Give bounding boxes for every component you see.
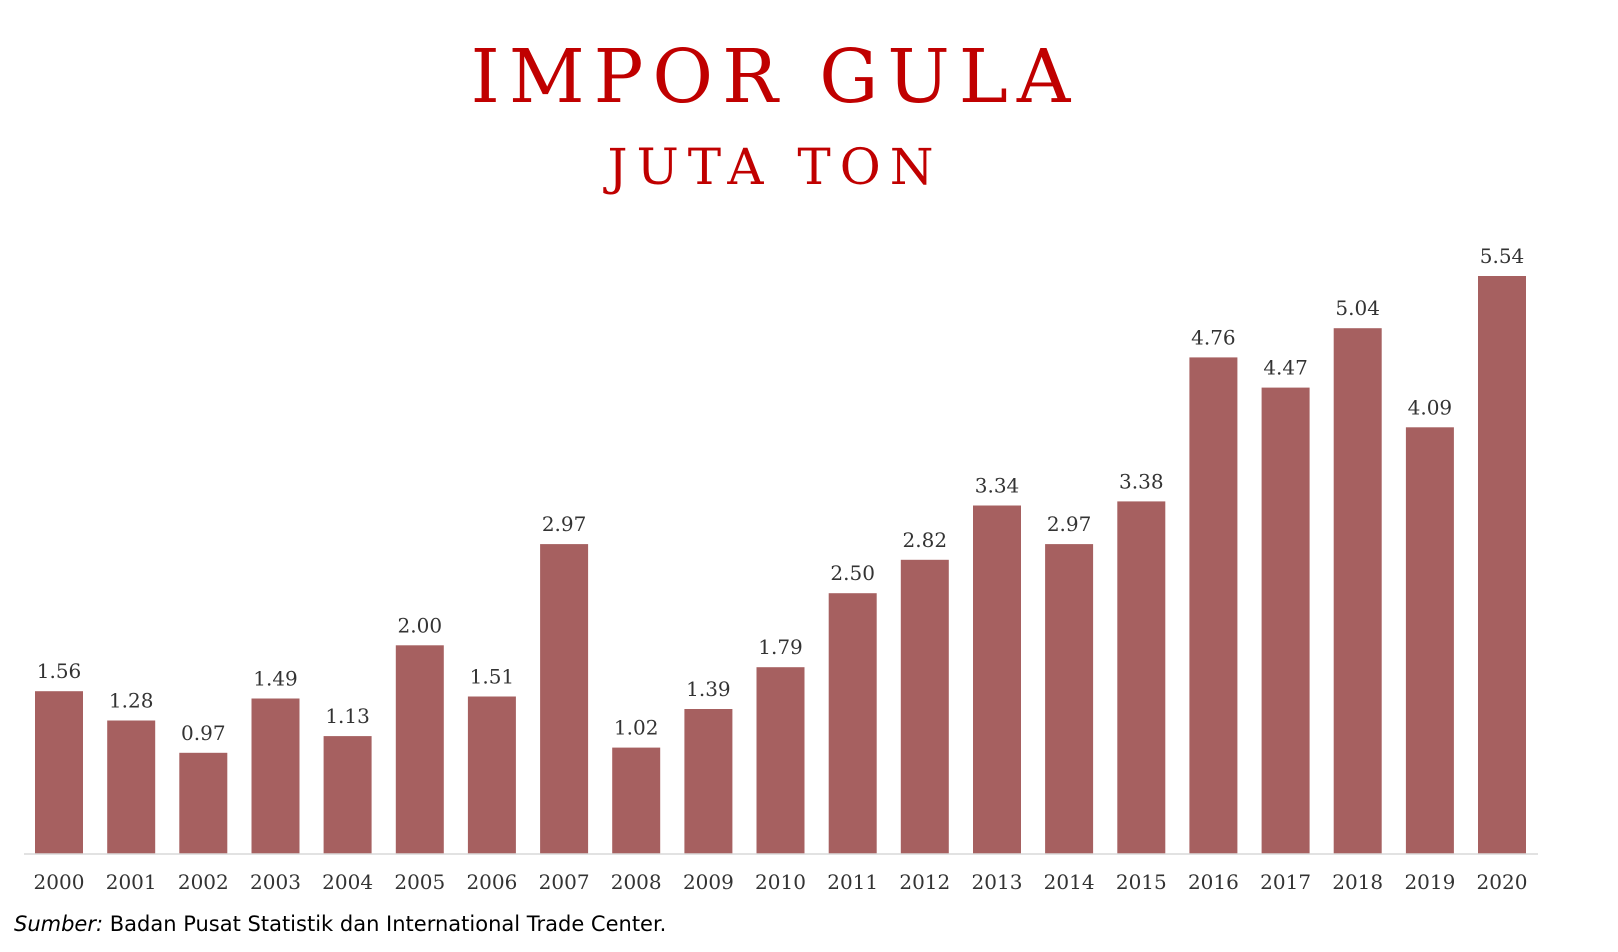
x-tick-label-2005: 2005 [394,870,445,894]
bar-2017 [1261,387,1310,854]
bar-2019 [1405,427,1454,854]
value-label-2004: 1.13 [325,704,370,728]
source-text: Badan Pusat Statistik dan International … [103,912,667,936]
chart-title: IMPOR GULA [471,34,1080,120]
x-tick-label-2009: 2009 [683,870,734,894]
bar-2020 [1478,276,1526,854]
bar-2015 [1117,501,1166,854]
x-tick-label-2000: 2000 [34,870,85,894]
bars-group [35,276,1526,854]
value-label-2001: 1.28 [109,689,154,713]
bar-2011 [828,593,877,854]
value-label-2003: 1.49 [253,667,298,691]
bar-2002 [179,752,228,854]
bar-2007 [540,544,589,854]
bar-2018 [1333,328,1382,854]
bar-2006 [467,696,516,854]
value-label-2014: 2.97 [1047,512,1092,536]
x-tick-label-2020: 2020 [1477,870,1528,894]
source-note: Sumber: Badan Pusat Statistik dan Intern… [14,912,666,936]
bar-2008 [612,747,661,854]
x-tick-label-2017: 2017 [1260,870,1311,894]
x-tick-label-2014: 2014 [1044,870,1095,894]
value-label-2013: 3.34 [975,474,1020,498]
value-label-2016: 4.76 [1191,325,1236,349]
bar-2014 [1045,544,1094,854]
x-tick-label-2006: 2006 [466,870,517,894]
x-tick-label-2001: 2001 [106,870,157,894]
bar-2004 [323,736,372,854]
x-tick-label-2015: 2015 [1116,870,1167,894]
value-label-2002: 0.97 [181,721,226,745]
x-tick-label-2018: 2018 [1332,870,1383,894]
value-label-2006: 1.51 [470,665,515,689]
bar-2012 [900,559,949,854]
value-labels-group: 1.56 1.28 0.97 1.49 1.13 2.00 1.51 2.97 1.02 1.39… [37,244,1525,745]
bar-2013 [973,505,1021,854]
value-label-2020: 5.54 [1480,244,1525,268]
x-tick-label-2008: 2008 [611,870,662,894]
x-tick-label-2010: 2010 [755,870,806,894]
value-label-2012: 2.82 [903,528,948,552]
x-tick-label-2007: 2007 [539,870,590,894]
x-tick-label-2012: 2012 [899,870,950,894]
value-label-2000: 1.56 [37,659,82,683]
value-label-2017: 4.47 [1263,356,1308,380]
x-tick-labels-group: 2000 2001 2002 2003 2004 2005 2006 2007 2008 2009… [34,870,1528,894]
bar-2005 [395,645,444,854]
x-tick-label-2011: 2011 [827,870,878,894]
value-label-2009: 1.39 [686,677,731,701]
value-label-2007: 2.97 [542,512,587,536]
value-label-2005: 2.00 [398,613,443,637]
value-label-2011: 2.50 [830,561,875,585]
x-tick-label-2019: 2019 [1404,870,1455,894]
value-label-2008: 1.02 [614,716,659,740]
x-tick-label-2016: 2016 [1188,870,1239,894]
source-label: Sumber: [14,912,104,936]
bar-2016 [1189,357,1238,854]
value-label-2010: 1.79 [758,635,803,659]
value-label-2018: 5.04 [1335,296,1380,320]
bar-2010 [756,667,805,854]
bar-2003 [251,698,300,854]
value-label-2015: 3.38 [1119,469,1164,493]
x-tick-label-2004: 2004 [322,870,373,894]
chart-subtitle: JUTA TON [603,138,943,196]
x-tick-label-2002: 2002 [178,870,229,894]
bar-2009 [684,709,733,854]
x-tick-label-2003: 2003 [250,870,301,894]
x-tick-label-2013: 2013 [972,870,1023,894]
bar-2001 [107,720,156,854]
value-label-2019: 4.09 [1408,395,1453,419]
bar-2000 [35,691,83,854]
